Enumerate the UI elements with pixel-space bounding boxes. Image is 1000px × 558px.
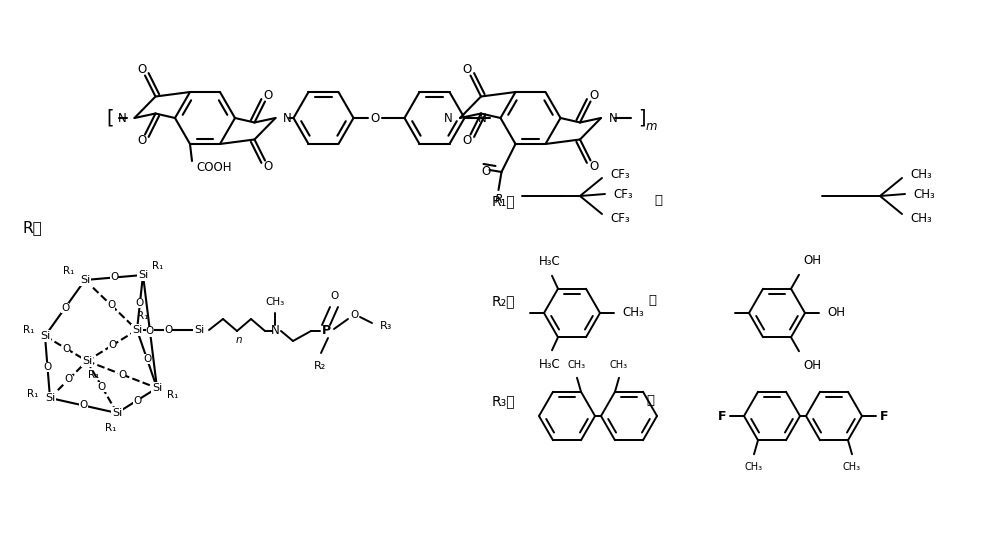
Text: H₃C: H₃C bbox=[539, 255, 561, 268]
Text: R₃为: R₃为 bbox=[492, 394, 516, 408]
Text: CH₃: CH₃ bbox=[910, 211, 932, 224]
Text: O: O bbox=[133, 396, 141, 406]
Text: O: O bbox=[164, 325, 172, 335]
Text: R₁: R₁ bbox=[23, 325, 35, 335]
Text: O: O bbox=[136, 297, 144, 307]
Text: OH: OH bbox=[803, 254, 821, 267]
Text: R: R bbox=[494, 194, 503, 206]
Text: F: F bbox=[718, 410, 726, 422]
Text: n: n bbox=[236, 335, 242, 345]
Text: CF₃: CF₃ bbox=[613, 187, 633, 200]
Text: Si: Si bbox=[80, 275, 90, 285]
Text: CH₃: CH₃ bbox=[745, 462, 763, 472]
Text: Si: Si bbox=[152, 383, 162, 393]
Text: O: O bbox=[371, 112, 380, 124]
Text: O: O bbox=[589, 160, 598, 173]
Text: CF₃: CF₃ bbox=[610, 211, 630, 224]
Text: Si: Si bbox=[138, 270, 148, 280]
Text: CH₃: CH₃ bbox=[265, 297, 285, 307]
Text: O: O bbox=[118, 369, 126, 379]
Text: OH: OH bbox=[827, 306, 845, 320]
Text: O: O bbox=[62, 344, 70, 354]
Text: R₂为: R₂为 bbox=[492, 294, 516, 308]
Text: N: N bbox=[478, 112, 487, 124]
Text: CH₃: CH₃ bbox=[913, 187, 935, 200]
Text: O: O bbox=[330, 291, 338, 301]
Text: R为: R为 bbox=[22, 220, 42, 235]
Text: R₁: R₁ bbox=[167, 390, 179, 400]
Text: Si: Si bbox=[112, 408, 122, 418]
Text: [: [ bbox=[106, 108, 114, 127]
Text: N: N bbox=[283, 112, 292, 124]
Text: Si: Si bbox=[132, 325, 142, 335]
Text: COOH: COOH bbox=[196, 161, 231, 175]
Text: O: O bbox=[61, 303, 69, 313]
Text: O: O bbox=[146, 326, 154, 336]
Text: P: P bbox=[321, 325, 331, 338]
Text: F: F bbox=[880, 410, 888, 422]
Text: CF₃: CF₃ bbox=[610, 167, 630, 180]
Text: CH₃: CH₃ bbox=[910, 167, 932, 180]
Text: R₁: R₁ bbox=[88, 370, 100, 380]
Text: CH₃: CH₃ bbox=[610, 360, 628, 370]
Text: R₁为: R₁为 bbox=[492, 194, 516, 208]
Text: N: N bbox=[444, 112, 452, 124]
Text: O: O bbox=[463, 134, 472, 147]
Text: Si: Si bbox=[40, 331, 50, 341]
Text: 或: 或 bbox=[654, 195, 662, 208]
Text: R₁: R₁ bbox=[27, 389, 39, 399]
Text: O: O bbox=[350, 310, 358, 320]
Text: 或: 或 bbox=[648, 295, 656, 307]
Text: O: O bbox=[107, 300, 115, 310]
Text: O: O bbox=[589, 89, 598, 102]
Text: O: O bbox=[64, 374, 73, 384]
Text: m: m bbox=[645, 119, 657, 132]
Text: Si: Si bbox=[194, 325, 204, 335]
Text: O: O bbox=[108, 340, 116, 350]
Text: CH₃: CH₃ bbox=[843, 462, 861, 472]
Text: O: O bbox=[482, 166, 491, 179]
Text: 或: 或 bbox=[646, 395, 654, 407]
Text: O: O bbox=[137, 63, 147, 76]
Text: N: N bbox=[118, 112, 127, 124]
Text: H₃C: H₃C bbox=[539, 358, 561, 371]
Text: Si: Si bbox=[82, 356, 92, 366]
Text: N: N bbox=[271, 325, 279, 338]
Text: R₁: R₁ bbox=[63, 266, 75, 276]
Text: O: O bbox=[98, 382, 106, 392]
Text: R₁: R₁ bbox=[152, 261, 164, 271]
Text: N: N bbox=[609, 112, 617, 124]
Text: R₃: R₃ bbox=[380, 321, 392, 331]
Text: R₁: R₁ bbox=[137, 311, 149, 321]
Text: O: O bbox=[263, 89, 273, 102]
Text: Si: Si bbox=[45, 393, 55, 403]
Text: OH: OH bbox=[803, 359, 821, 372]
Text: ]: ] bbox=[638, 108, 645, 127]
Text: O: O bbox=[110, 272, 118, 282]
Text: O: O bbox=[463, 63, 472, 76]
Text: O: O bbox=[263, 160, 273, 173]
Text: R₁: R₁ bbox=[105, 423, 117, 433]
Text: CH₃: CH₃ bbox=[568, 360, 586, 370]
Text: O: O bbox=[143, 354, 151, 364]
Text: R₂: R₂ bbox=[314, 361, 326, 371]
Text: CH₃: CH₃ bbox=[622, 306, 644, 320]
Text: O: O bbox=[79, 401, 88, 411]
Text: O: O bbox=[137, 134, 147, 147]
Text: O: O bbox=[43, 362, 52, 372]
